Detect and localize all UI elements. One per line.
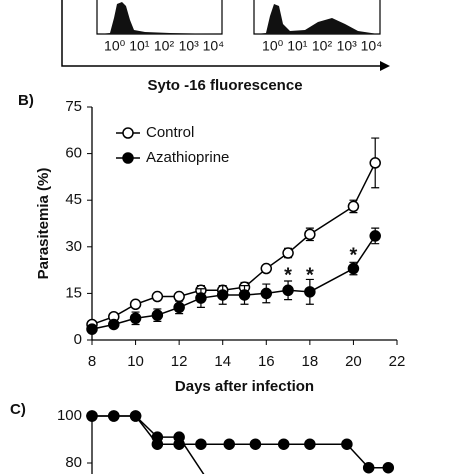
data-point <box>129 298 142 311</box>
data-point <box>260 287 273 300</box>
x-tick-label: 18 <box>302 353 319 370</box>
x-tick-label: 14 <box>214 353 231 370</box>
y-tick-label: 80 <box>65 454 82 471</box>
x-tick-label: 20 <box>345 353 362 370</box>
x-tick-label: 10⁴ <box>361 38 383 54</box>
x-tick-label: 10 <box>127 353 144 370</box>
data-point <box>151 309 164 321</box>
legend-marker <box>122 152 134 164</box>
panel-label: C) <box>10 401 26 418</box>
data-point <box>277 438 290 450</box>
histogram-shape <box>100 2 220 34</box>
x-axis-label: Days after infection <box>175 378 314 395</box>
annotation: * <box>284 265 292 287</box>
data-point <box>108 410 120 422</box>
axis-frame <box>61 0 382 67</box>
data-point <box>151 290 164 303</box>
x-tick-label: 16 <box>258 353 275 370</box>
panel-label: B) <box>18 92 34 109</box>
data-point <box>129 312 142 325</box>
data-point <box>260 262 273 275</box>
x-tick-label: 10¹ <box>287 38 308 54</box>
x-tick-label: 10² <box>312 38 333 54</box>
data-point <box>304 228 316 241</box>
data-point <box>173 301 185 314</box>
legend-marker <box>122 127 134 139</box>
data-point <box>347 262 360 275</box>
x-tick-label: 10¹ <box>129 38 150 54</box>
x-tick-label: 10² <box>154 38 175 54</box>
x-tick-label: 12 <box>171 353 188 370</box>
y-tick-label: 100 <box>57 407 82 424</box>
data-point <box>216 289 229 301</box>
data-point <box>347 200 360 213</box>
data-point <box>282 284 294 297</box>
data-point <box>151 431 164 443</box>
x-tick-label: 10⁰ <box>262 38 284 54</box>
data-point <box>173 290 185 303</box>
y-tick-label: 0 <box>74 331 82 348</box>
data-point <box>362 461 375 474</box>
y-tick-label: 75 <box>65 98 82 115</box>
histogram-shape <box>256 4 378 34</box>
x-tick-label: 10⁰ <box>104 38 126 54</box>
data-point <box>369 230 381 242</box>
x-tick-label: 10³ <box>337 38 358 54</box>
data-point <box>108 318 120 331</box>
x-tick-label: 22 <box>389 353 406 370</box>
x-axis-label: Syto -16 fluorescence <box>147 77 302 94</box>
data-point <box>173 431 185 443</box>
data-point <box>86 323 98 335</box>
data-point <box>304 286 316 298</box>
legend-label: Control <box>146 124 194 141</box>
data-point <box>282 247 294 259</box>
data-point <box>304 438 316 450</box>
y-tick-label: 30 <box>65 238 82 255</box>
y-tick-label: 60 <box>65 145 82 162</box>
data-point <box>369 157 381 169</box>
data-point <box>249 438 262 450</box>
legend-label: Azathioprine <box>146 149 229 166</box>
x-tick-label: 10⁴ <box>203 38 225 54</box>
x-tick-label: 10³ <box>179 38 200 54</box>
annotation: * <box>306 265 314 287</box>
data-point <box>341 438 353 450</box>
data-point <box>129 410 142 422</box>
arrow-head <box>380 61 390 71</box>
annotation: * <box>350 244 358 266</box>
data-point <box>238 289 251 301</box>
data-point <box>86 410 98 422</box>
data-point <box>195 438 207 450</box>
data-point <box>223 438 235 450</box>
data-point <box>382 461 395 474</box>
y-axis-label: Parasitemia (%) <box>35 168 52 280</box>
y-tick-label: 15 <box>65 284 82 301</box>
x-tick-label: 8 <box>88 353 96 370</box>
data-point <box>195 292 207 304</box>
y-tick-label: 45 <box>65 191 82 208</box>
